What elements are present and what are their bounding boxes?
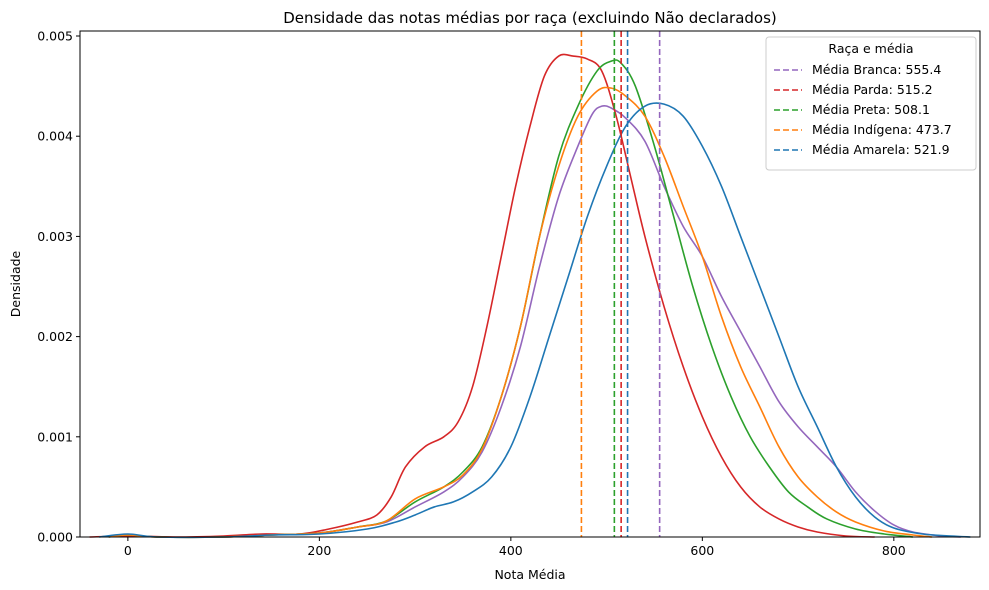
y-tick-label-4: 0.004 [37, 129, 73, 144]
legend: Raça e média Média Branca: 555.4 Média Pa… [765, 36, 977, 171]
y-axis-label: Densidade [8, 250, 23, 317]
chart-title: Densidade das notas médias por raça (exc… [283, 9, 777, 27]
density-curve-3 [108, 86, 933, 539]
x-axis: 0 200 400 600 800 [124, 537, 906, 558]
y-tick-label-5: 0.005 [37, 29, 73, 44]
legend-label-3: Média Indígena: 473.7 [812, 122, 952, 137]
x-tick-label-4: 800 [882, 543, 906, 558]
legend-label-2: Média Preta: 508.1 [812, 102, 930, 117]
x-tick-label-1: 200 [307, 543, 331, 558]
legend-label-4: Média Amarela: 521.9 [812, 142, 950, 157]
y-tick-label-3: 0.003 [37, 229, 73, 244]
y-axis: 0.000 0.001 0.002 0.003 0.004 0.005 [37, 29, 80, 545]
y-tick-label-0: 0.000 [37, 530, 73, 545]
legend-box [765, 36, 977, 171]
x-tick-label-0: 0 [124, 543, 132, 558]
x-tick-label-2: 400 [499, 543, 523, 558]
legend-label-1: Média Parda: 515.2 [812, 82, 933, 97]
x-axis-label: Nota Média [494, 567, 565, 582]
legend-title: Raça e média [828, 41, 913, 56]
density-curve-4 [99, 102, 971, 539]
plot-frame [79, 30, 981, 538]
legend-label-0: Média Branca: 555.4 [812, 62, 941, 77]
x-tick-label-3: 600 [690, 543, 714, 558]
y-tick-label-1: 0.001 [37, 429, 73, 444]
density-curve-1 [89, 53, 875, 538]
plot-area [89, 31, 971, 539]
y-tick-label-2: 0.002 [37, 329, 73, 344]
